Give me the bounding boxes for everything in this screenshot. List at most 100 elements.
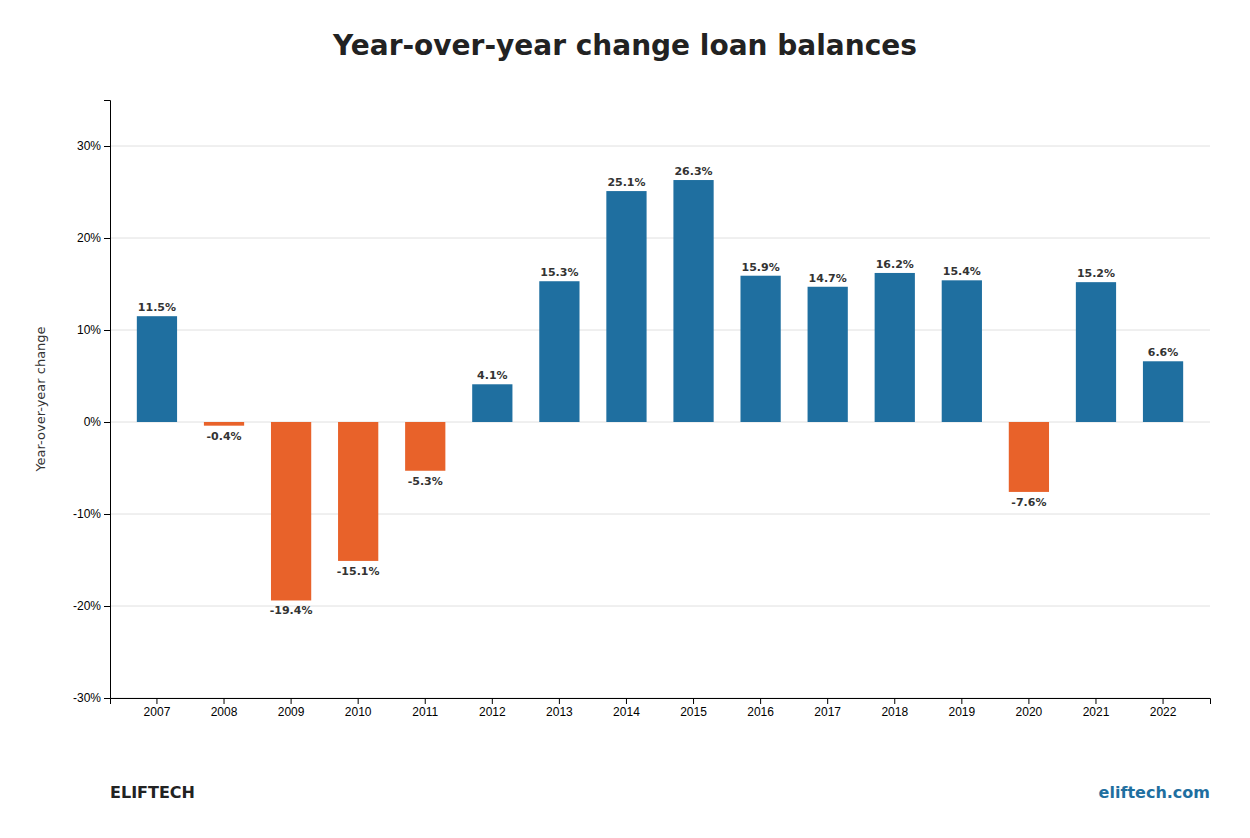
data-label: 4.1% bbox=[477, 369, 508, 382]
x-tick: 2011 bbox=[412, 698, 438, 719]
x-tick: 2022 bbox=[1150, 698, 1177, 719]
bar bbox=[271, 422, 311, 600]
x-tick: 2017 bbox=[814, 698, 841, 719]
y-tick-label: 20% bbox=[77, 231, 101, 245]
data-label: -0.4% bbox=[206, 430, 241, 443]
x-tick-label: 2015 bbox=[680, 705, 707, 719]
x-tick-mark bbox=[961, 698, 962, 704]
x-tick-mark bbox=[559, 698, 560, 704]
data-label: 25.1% bbox=[607, 176, 645, 189]
x-tick-mark bbox=[760, 698, 761, 704]
bar bbox=[942, 280, 982, 422]
x-tick-mark bbox=[492, 698, 493, 704]
x-axis-line bbox=[111, 699, 1211, 705]
bar bbox=[338, 422, 378, 561]
bar bbox=[1076, 282, 1116, 422]
x-tick-label: 2022 bbox=[1150, 705, 1177, 719]
bar bbox=[137, 316, 177, 422]
y-axis-label: Year-over-year change bbox=[33, 326, 48, 472]
data-label: 11.5% bbox=[138, 301, 176, 314]
x-tick: 2016 bbox=[747, 698, 774, 719]
y-tick-mark bbox=[104, 698, 110, 699]
annotation: ELIFTECH bbox=[110, 783, 195, 802]
x-axis: 2007 2008 2009 2010 2011 2012 2013 2014 2015 2016… bbox=[111, 698, 1211, 719]
x-tick-label: 2020 bbox=[1016, 705, 1043, 719]
x-tick-mark bbox=[358, 698, 359, 704]
y-tick-mark bbox=[104, 606, 110, 607]
grid-line bbox=[110, 146, 1210, 147]
data-label: 26.3% bbox=[674, 165, 712, 178]
grid bbox=[110, 146, 1210, 698]
x-tick-label: 2016 bbox=[747, 705, 774, 719]
x-tick-label: 2010 bbox=[345, 705, 372, 719]
grid-line bbox=[110, 330, 1210, 331]
x-tick: 2018 bbox=[881, 698, 908, 719]
data-label: -15.1% bbox=[337, 565, 380, 578]
bar bbox=[539, 281, 579, 422]
footer: ELIFTECHeliftech.com bbox=[110, 783, 1210, 802]
data-label: -19.4% bbox=[270, 604, 313, 617]
x-tick-mark bbox=[425, 698, 426, 704]
x-tick-label: 2009 bbox=[278, 705, 305, 719]
x-tick-label: 2014 bbox=[613, 705, 640, 719]
x-tick-mark bbox=[224, 698, 225, 704]
x-tick: 2013 bbox=[546, 698, 573, 719]
x-tick-label: 2013 bbox=[546, 705, 573, 719]
y-tick-mark bbox=[104, 146, 110, 147]
y-tick-label: 10% bbox=[77, 323, 101, 337]
x-tick-mark bbox=[894, 698, 895, 704]
y-tick: 30% bbox=[77, 139, 110, 153]
x-tick-mark bbox=[156, 698, 157, 704]
y-tick-mark bbox=[104, 238, 110, 239]
y-tick-label: 0% bbox=[84, 415, 102, 429]
y-tick-label: -20% bbox=[73, 599, 101, 613]
y-tick-label: -30% bbox=[73, 691, 101, 705]
y-tick-mark bbox=[104, 330, 110, 331]
y-tick: -20% bbox=[73, 599, 110, 613]
x-tick: 2012 bbox=[479, 698, 506, 719]
x-tick-label: 2021 bbox=[1083, 705, 1110, 719]
x-tick: 2009 bbox=[278, 698, 305, 719]
x-tick: 2010 bbox=[345, 698, 372, 719]
bar bbox=[204, 422, 244, 426]
data-label: -5.3% bbox=[408, 475, 443, 488]
y-tick: 0% bbox=[84, 415, 110, 429]
x-tick: 2021 bbox=[1083, 698, 1110, 719]
y-tick: -10% bbox=[73, 507, 110, 521]
x-tick: 2014 bbox=[613, 698, 640, 719]
x-tick-mark bbox=[827, 698, 828, 704]
data-label: 14.7% bbox=[809, 272, 847, 285]
data-label: 15.4% bbox=[943, 265, 981, 278]
x-tick: 2019 bbox=[948, 698, 975, 719]
x-tick-label: 2011 bbox=[412, 705, 438, 719]
y-tick-mark bbox=[104, 514, 110, 515]
bar bbox=[1143, 361, 1183, 422]
bar bbox=[405, 422, 445, 471]
data-label: 16.2% bbox=[876, 258, 914, 271]
y-tick: 10% bbox=[77, 323, 110, 337]
data-label: 15.2% bbox=[1077, 267, 1115, 280]
x-tick-mark bbox=[626, 698, 627, 704]
data-labels: 11.5% -0.4% -19.4% -15.1% -5.3% 4.1% 15.3% 25.1… bbox=[138, 165, 1178, 617]
bar bbox=[673, 180, 713, 422]
x-tick-label: 2007 bbox=[144, 705, 171, 719]
x-tick: 2020 bbox=[1016, 698, 1043, 719]
y-axis: -30% -20% -10% 0% 10% 20% 30% bbox=[73, 101, 111, 706]
bar bbox=[808, 287, 848, 422]
bars bbox=[137, 180, 1183, 600]
bar bbox=[875, 273, 915, 422]
x-tick-label: 2017 bbox=[814, 705, 841, 719]
y-tick: 20% bbox=[77, 231, 110, 245]
y-axis-line bbox=[104, 101, 111, 699]
x-tick-mark bbox=[693, 698, 694, 704]
x-tick-label: 2019 bbox=[948, 705, 975, 719]
chart: Year-over-year change loan balances11.5%… bbox=[0, 0, 1250, 838]
x-tick-label: 2018 bbox=[881, 705, 908, 719]
bar bbox=[1009, 422, 1049, 492]
grid-line bbox=[110, 238, 1210, 239]
x-tick-mark bbox=[1028, 698, 1029, 704]
data-label: 15.3% bbox=[540, 266, 578, 279]
y-tick-label: -10% bbox=[73, 507, 101, 521]
bar bbox=[606, 191, 646, 422]
x-tick-label: 2008 bbox=[211, 705, 238, 719]
